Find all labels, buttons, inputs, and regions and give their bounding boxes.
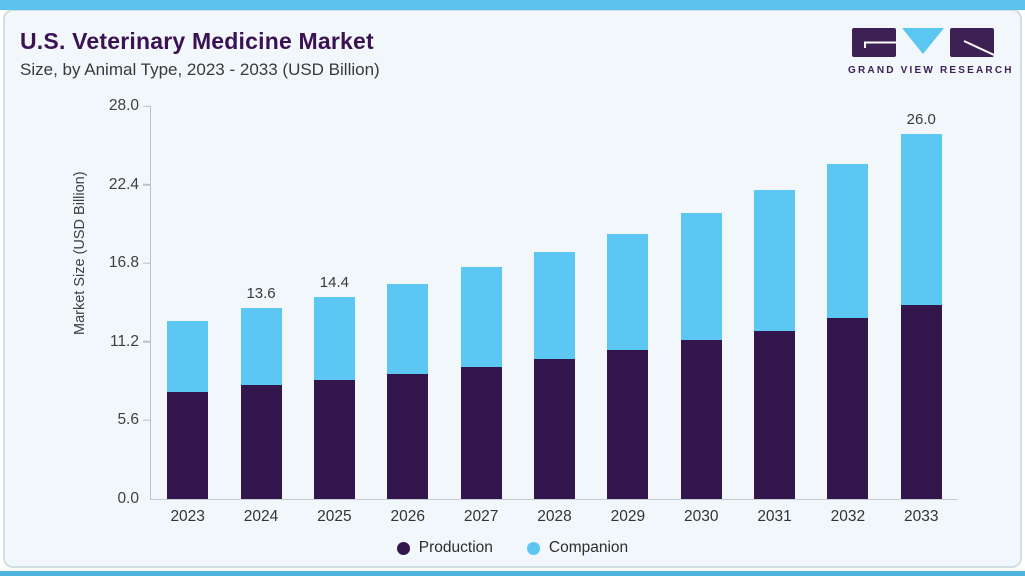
bar-segment-companion-2033 bbox=[900, 134, 942, 306]
stacked-bar-2032 bbox=[827, 106, 869, 499]
bar-group-2033: 26.0 2033 bbox=[885, 106, 958, 525]
bottom-accent-stripe bbox=[0, 571, 1025, 576]
bar-segment-production-2026 bbox=[387, 374, 429, 499]
stacked-bar-2024 bbox=[240, 106, 282, 499]
bar-segment-production-2024 bbox=[240, 385, 282, 499]
x-axis-tick-label-2033: 2033 bbox=[904, 508, 939, 525]
x-axis-tick-label-2023: 2023 bbox=[170, 508, 205, 525]
page-subtitle: Size, by Animal Type, 2023 - 2033 (USD B… bbox=[20, 60, 380, 79]
x-axis-tick-label-2030: 2030 bbox=[683, 508, 719, 525]
y-axis-tick-label: 5.6 bbox=[117, 411, 139, 429]
x-axis-tick-label-2028: 2028 bbox=[537, 508, 572, 525]
bar-total-label-2025: 14.4 bbox=[319, 273, 349, 291]
gvr-logo-icon bbox=[852, 28, 995, 57]
stacked-bar-2029 bbox=[607, 106, 649, 499]
bar-segment-production-2028 bbox=[533, 358, 575, 499]
x-axis-tick-label-2024: 2024 bbox=[243, 508, 279, 525]
bar-total-label-2033: 26.0 bbox=[906, 111, 936, 129]
bar-chart-plot-area: 0.0 5.6 11.2 16.8 22.4 28.0 2023 13.6 2024 14.4 20… bbox=[109, 97, 958, 525]
bar-group-2023: 2023 bbox=[151, 106, 224, 525]
legend-label: Production bbox=[418, 539, 493, 556]
y-axis-tick-mark bbox=[143, 341, 151, 343]
grand-view-research-logo: GRAND VIEW RESEARCH bbox=[848, 28, 1014, 76]
bar-total-label-2024: 13.6 bbox=[246, 285, 276, 303]
stacked-bar-2030 bbox=[680, 106, 722, 499]
chart-card: U.S. Veterinary Medicine Market Size, by… bbox=[3, 9, 1022, 568]
bar-group-2025: 14.4 2025 bbox=[298, 106, 371, 525]
bar-group-2028: 2028 bbox=[518, 106, 591, 525]
bar-group-2026: 2026 bbox=[371, 106, 444, 525]
page-title: U.S. Veterinary Medicine Market bbox=[20, 28, 374, 54]
bar-group-2030: 2030 bbox=[665, 106, 738, 525]
y-axis-title: Market Size (USD Billion) bbox=[72, 171, 88, 335]
stacked-bar-2023 bbox=[167, 106, 209, 499]
legend-item-companion: Companion bbox=[526, 539, 629, 557]
bar-segment-companion-2027 bbox=[460, 267, 502, 368]
stacked-bar-2031 bbox=[754, 106, 796, 499]
bar-segment-companion-2032 bbox=[827, 163, 869, 318]
bar-group-2027: 2027 bbox=[444, 106, 517, 525]
bar-group-2032: 2032 bbox=[811, 106, 884, 525]
bar-segment-companion-2025 bbox=[313, 296, 355, 380]
y-axis-tick-label: 16.8 bbox=[108, 254, 139, 272]
y-axis-tick-label: 22.4 bbox=[108, 175, 139, 193]
bar-segment-companion-2031 bbox=[754, 190, 796, 331]
bar-segment-production-2031 bbox=[754, 330, 796, 499]
bar-group-2029: 2029 bbox=[591, 106, 664, 525]
bar-segment-production-2032 bbox=[827, 317, 869, 499]
y-axis-tick-label: 28.0 bbox=[108, 97, 139, 114]
y-axis-tick-mark bbox=[143, 419, 151, 422]
bar-segment-companion-2026 bbox=[387, 284, 429, 375]
y-axis-tick-mark bbox=[143, 105, 151, 107]
bar-segment-companion-2030 bbox=[680, 212, 722, 341]
legend-item-production: Production bbox=[396, 539, 493, 557]
gvr-logo-text: GRAND VIEW RESEARCH bbox=[848, 65, 1014, 76]
bar-segment-production-2025 bbox=[313, 379, 355, 499]
y-axis-tick-label: 0.0 bbox=[117, 490, 139, 507]
bar-segment-companion-2024 bbox=[240, 308, 282, 386]
x-axis-tick-label-2029: 2029 bbox=[610, 508, 646, 525]
stacked-bar-2028 bbox=[533, 106, 575, 499]
bar-segment-companion-2028 bbox=[533, 252, 575, 359]
stacked-bar-2033 bbox=[900, 106, 942, 499]
legend-dot-icon bbox=[526, 541, 540, 555]
bar-segment-companion-2029 bbox=[607, 233, 649, 351]
bar-segment-production-2023 bbox=[167, 392, 209, 499]
stacked-bar-2027 bbox=[460, 106, 502, 499]
bar-segment-companion-2023 bbox=[167, 320, 209, 393]
bar-segment-production-2029 bbox=[607, 350, 649, 499]
legend-label: Companion bbox=[548, 539, 629, 556]
bar-group-2031: 2031 bbox=[738, 106, 811, 525]
x-axis-tick-label-2025: 2025 bbox=[317, 508, 352, 525]
stacked-bar-2025 bbox=[313, 106, 355, 499]
y-axis-tick-mark bbox=[143, 183, 151, 186]
bar-segment-production-2027 bbox=[460, 367, 502, 499]
bar-group-2024: 13.6 2024 bbox=[224, 106, 297, 525]
x-axis-tick-label-2026: 2026 bbox=[390, 508, 425, 525]
chart-legend: Production Companion bbox=[5, 539, 1020, 557]
top-accent-stripe bbox=[0, 0, 1025, 10]
x-axis-tick-label-2027: 2027 bbox=[463, 508, 499, 525]
y-axis-tick-mark bbox=[143, 262, 151, 264]
stacked-bar-2026 bbox=[387, 106, 429, 499]
x-axis-tick-label-2032: 2032 bbox=[830, 508, 866, 525]
bar-segment-production-2033 bbox=[900, 305, 942, 499]
x-axis-tick-label-2031: 2031 bbox=[757, 508, 792, 525]
bar-segment-production-2030 bbox=[680, 340, 722, 499]
y-axis-tick-label: 11.2 bbox=[109, 332, 139, 350]
legend-dot-icon bbox=[396, 541, 410, 555]
